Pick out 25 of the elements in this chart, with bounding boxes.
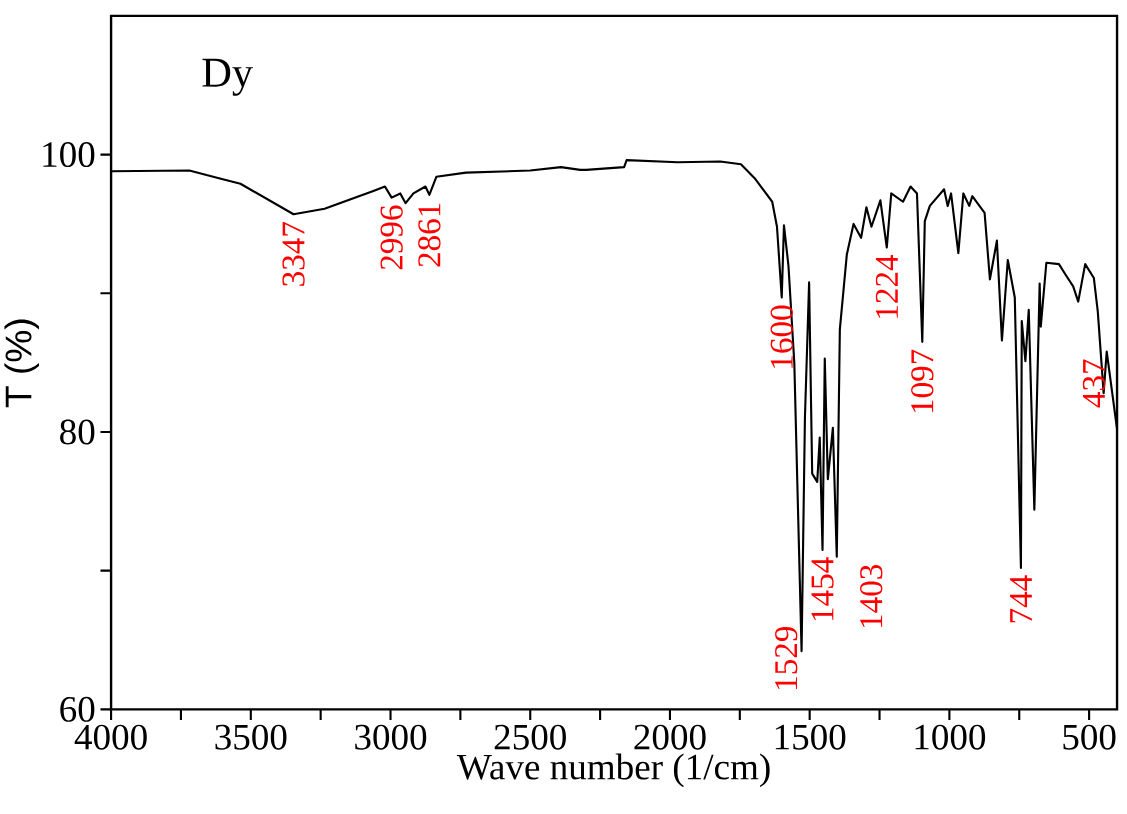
- text: Dy: [202, 58, 253, 96]
- y-tick-label: 100: [43, 142, 95, 168]
- annotation: 1403: [860, 564, 883, 627]
- y-tick-label: 60: [60, 696, 95, 722]
- annotation: 1454: [811, 557, 834, 621]
- y-tick-label: 80: [60, 419, 95, 445]
- annotation: 1529: [775, 626, 798, 689]
- annotation: 1224: [875, 254, 898, 318]
- x-tick-label: 2000: [634, 724, 706, 750]
- annotation: 744: [1010, 575, 1032, 623]
- annotation: 437: [1082, 359, 1106, 408]
- x-tick-label: 1500: [775, 724, 846, 750]
- y-axis-title: T (%): [4, 319, 39, 408]
- x-tick-label: 3000: [355, 724, 427, 750]
- annotation: 1600: [770, 305, 793, 368]
- annotation: 3347: [282, 222, 305, 286]
- x-tick-label: 500: [1063, 724, 1116, 750]
- x-tick-label: 4000: [74, 724, 147, 750]
- annotation: 2861: [418, 203, 441, 267]
- x-tick-label: 2500: [494, 724, 566, 750]
- annotation: 1097: [911, 349, 934, 413]
- annotation: 2996: [380, 205, 403, 270]
- x-tick-label: 3500: [215, 724, 287, 750]
- x-tick-label: 1000: [915, 724, 986, 750]
- x-axis-title: Wave number (1/cm): [456, 753, 770, 788]
